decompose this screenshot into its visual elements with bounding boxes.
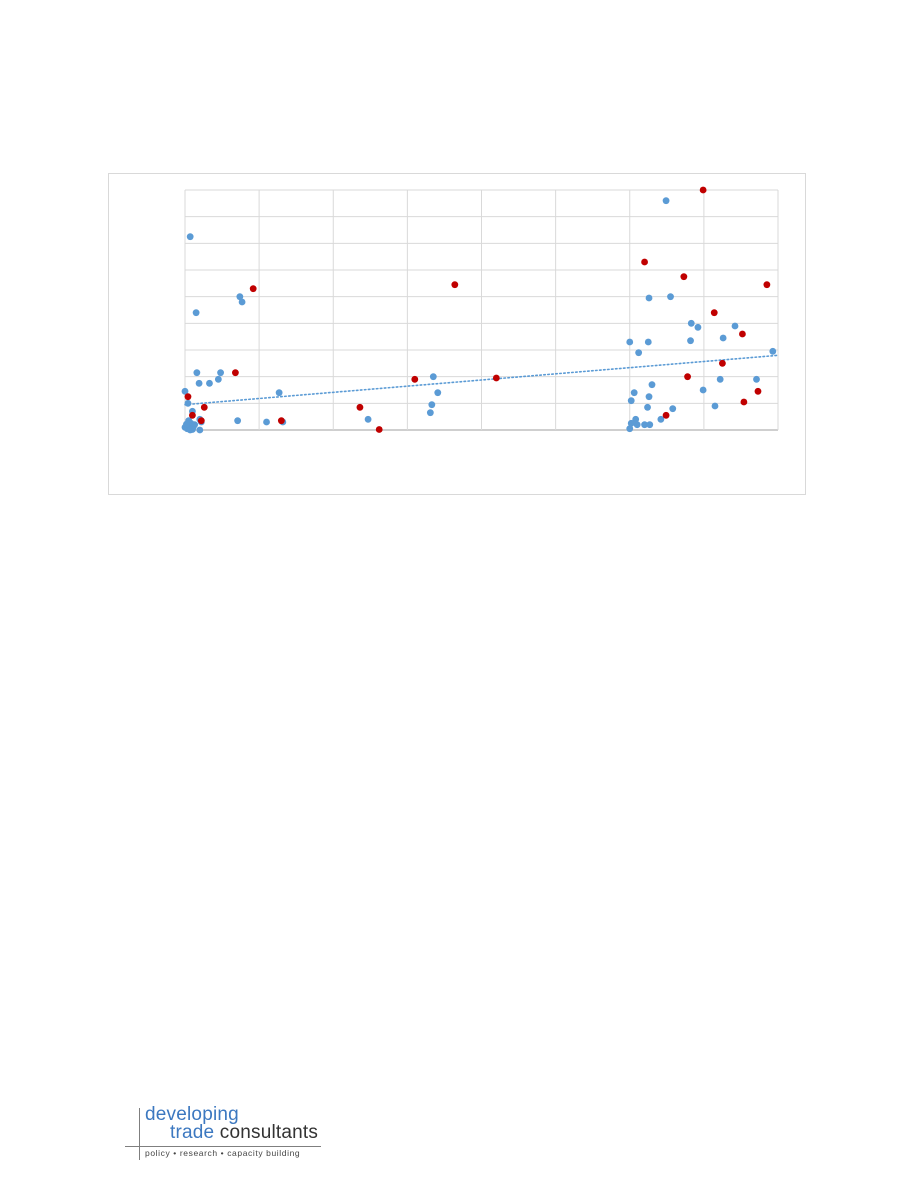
blue-data-point xyxy=(183,420,190,428)
blue-data-point xyxy=(711,402,719,410)
red-data-point xyxy=(277,417,285,425)
blue-data-point xyxy=(687,319,695,327)
blue-data-point xyxy=(627,397,635,405)
blue-data-point xyxy=(275,389,283,397)
logo-word-trade: trade xyxy=(170,1122,215,1143)
blue-data-point xyxy=(635,349,643,357)
blue-data-point xyxy=(687,337,694,345)
red-data-point xyxy=(719,359,726,367)
logo-line-trade-consultants: trade consultants xyxy=(170,1122,318,1144)
logo-horizontal-rule xyxy=(125,1146,321,1147)
red-data-point xyxy=(197,417,205,425)
blue-data-point xyxy=(238,298,246,306)
blue-data-point xyxy=(181,387,189,395)
blue-data-point xyxy=(214,375,222,383)
logo-word-consultants: consultants xyxy=(219,1122,319,1143)
blue-data-point xyxy=(731,322,739,330)
blue-data-point xyxy=(699,386,707,394)
blue-data-point xyxy=(646,421,654,429)
logo-vertical-rule xyxy=(139,1108,140,1160)
red-data-point xyxy=(375,426,383,433)
blue-data-point xyxy=(434,389,442,397)
blue-data-point xyxy=(196,426,204,434)
scatter-plot xyxy=(181,186,779,434)
blue-data-point xyxy=(186,233,194,241)
blue-data-point xyxy=(669,405,677,413)
blue-data-point xyxy=(662,197,670,205)
red-data-point xyxy=(763,281,771,289)
blue-data-point xyxy=(426,409,434,417)
blue-data-point xyxy=(192,309,200,317)
red-data-point xyxy=(411,375,419,383)
blue-data-point xyxy=(627,419,635,427)
blue-data-point xyxy=(263,418,270,426)
red-data-point xyxy=(249,285,257,293)
logo-tagline: policy • research • capacity building xyxy=(145,1148,301,1158)
blue-data-point xyxy=(626,338,634,346)
blue-data-point xyxy=(429,373,437,381)
red-data-point xyxy=(710,309,718,317)
red-data-point xyxy=(662,411,670,419)
blue-data-point xyxy=(189,426,196,433)
plot-gridlines xyxy=(184,189,779,431)
blue-data-point xyxy=(633,421,641,429)
series-b-points xyxy=(184,186,771,433)
blue-data-point xyxy=(667,293,674,301)
red-data-point xyxy=(641,258,648,266)
red-data-point xyxy=(492,374,500,382)
red-data-point xyxy=(184,393,192,401)
blue-data-point xyxy=(217,369,224,377)
red-data-point xyxy=(189,411,196,419)
blue-data-point xyxy=(428,401,436,409)
blue-data-point xyxy=(195,379,203,387)
red-data-point xyxy=(680,273,688,281)
red-data-point xyxy=(356,403,364,411)
red-data-point xyxy=(200,403,208,411)
blue-data-point xyxy=(206,379,213,387)
blue-data-point xyxy=(769,347,777,355)
blue-data-point xyxy=(716,375,724,383)
blue-data-point xyxy=(644,403,651,411)
series-a-points xyxy=(181,197,777,434)
red-data-point xyxy=(684,373,691,381)
trendline xyxy=(184,354,779,406)
red-data-point xyxy=(451,281,459,289)
blue-data-point xyxy=(694,323,702,331)
blue-data-point xyxy=(644,338,652,346)
blue-data-point xyxy=(753,375,760,383)
chart-frame xyxy=(108,173,806,495)
blue-data-point xyxy=(648,381,656,389)
red-data-point xyxy=(754,387,762,395)
blue-data-point xyxy=(657,415,665,423)
logo-line-developing: developing xyxy=(145,1104,239,1125)
blue-data-point xyxy=(645,294,653,302)
blue-data-point xyxy=(234,417,242,425)
red-data-point xyxy=(232,369,239,377)
company-logo: developing trade consultants policy • re… xyxy=(125,1104,325,1163)
red-data-point xyxy=(699,186,707,194)
blue-data-point xyxy=(632,415,640,423)
red-data-point xyxy=(739,330,746,338)
blue-data-point xyxy=(184,399,192,407)
blue-data-point xyxy=(364,415,372,423)
blue-data-point xyxy=(645,393,653,401)
blue-data-point xyxy=(630,389,638,397)
blue-data-point xyxy=(193,369,201,377)
blue-data-point xyxy=(719,334,727,342)
blue-data-point xyxy=(626,425,634,433)
red-data-point xyxy=(740,398,748,406)
blue-data-point xyxy=(641,421,648,429)
blue-data-point xyxy=(236,293,244,301)
